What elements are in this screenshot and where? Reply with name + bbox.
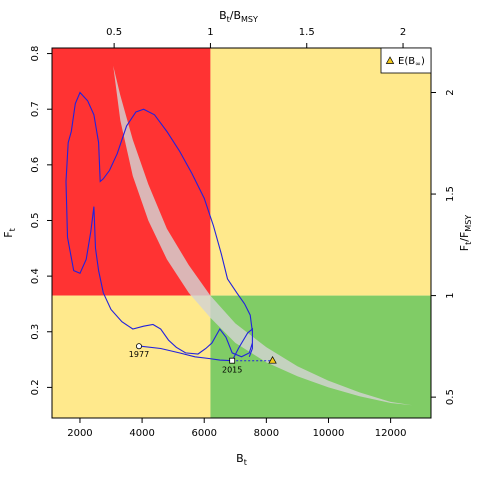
top-ratio-axis: 0.5 1 1.5 2 bbox=[106, 27, 406, 48]
y-tick-label: 0.5 bbox=[30, 213, 41, 229]
x-tick-label: 4000 bbox=[129, 428, 154, 439]
zone-red bbox=[52, 48, 211, 296]
plot-frame bbox=[51, 47, 432, 419]
x-tick-label: 6000 bbox=[191, 428, 216, 439]
y-tick-label: 0.8 bbox=[30, 46, 41, 62]
trajectory-group bbox=[65, 91, 273, 362]
right-tick-label: 0.5 bbox=[445, 389, 456, 405]
top-axis-title: Bt/BMSY bbox=[219, 9, 258, 24]
y-tick-label: 0.4 bbox=[30, 268, 41, 284]
y-tick-label: 0.2 bbox=[30, 379, 41, 395]
biomass-fishing-trajectory bbox=[65, 91, 253, 362]
start-point-marker bbox=[135, 343, 142, 350]
y-tick-label: 0.3 bbox=[30, 324, 41, 340]
expected-biomass-marker bbox=[268, 355, 277, 364]
stock-status-zones bbox=[52, 48, 431, 418]
top-tick-label: 1 bbox=[207, 27, 213, 38]
start-year-label: 1977 bbox=[129, 350, 149, 359]
x-tick-label: 10000 bbox=[313, 428, 345, 439]
zone-yellow-top bbox=[210, 48, 431, 296]
legend-triangle-marker bbox=[385, 56, 395, 64]
end-year-label: 2015 bbox=[222, 366, 242, 375]
zone-yellow-bottom bbox=[52, 295, 211, 418]
end-point-marker bbox=[229, 357, 236, 364]
legend: E(B∞) bbox=[380, 47, 432, 74]
y-tick-label: 0.7 bbox=[30, 101, 41, 117]
y-tick-label: 0.6 bbox=[30, 157, 41, 173]
right-tick-label: 2 bbox=[445, 89, 456, 95]
right-tick-label: 1 bbox=[445, 292, 456, 298]
top-tick-label: 2 bbox=[400, 27, 406, 38]
x-tick-label: 8000 bbox=[254, 428, 279, 439]
legend-label: E(B∞) bbox=[398, 56, 425, 68]
right-ratio-axis: 0.5 1 1.5 2 bbox=[431, 89, 456, 405]
x-tick-label: 12000 bbox=[375, 428, 407, 439]
y-axis: 0.2 0.3 0.4 0.5 0.6 0.7 0.8 bbox=[30, 46, 52, 395]
x-axis: 2000 4000 6000 8000 10000 12000 bbox=[67, 418, 407, 439]
trajectory-markers: 1977 2015 bbox=[129, 343, 277, 375]
y-axis-title: Ft bbox=[2, 228, 17, 237]
x-tick-label: 2000 bbox=[67, 428, 92, 439]
top-tick-label: 0.5 bbox=[106, 27, 122, 38]
x-axis-title: Bt bbox=[236, 452, 247, 467]
top-tick-label: 1.5 bbox=[299, 27, 315, 38]
zone-green bbox=[210, 295, 431, 418]
right-axis-title: Ft/FMSY bbox=[458, 215, 473, 251]
right-tick-label: 1.5 bbox=[445, 186, 456, 202]
